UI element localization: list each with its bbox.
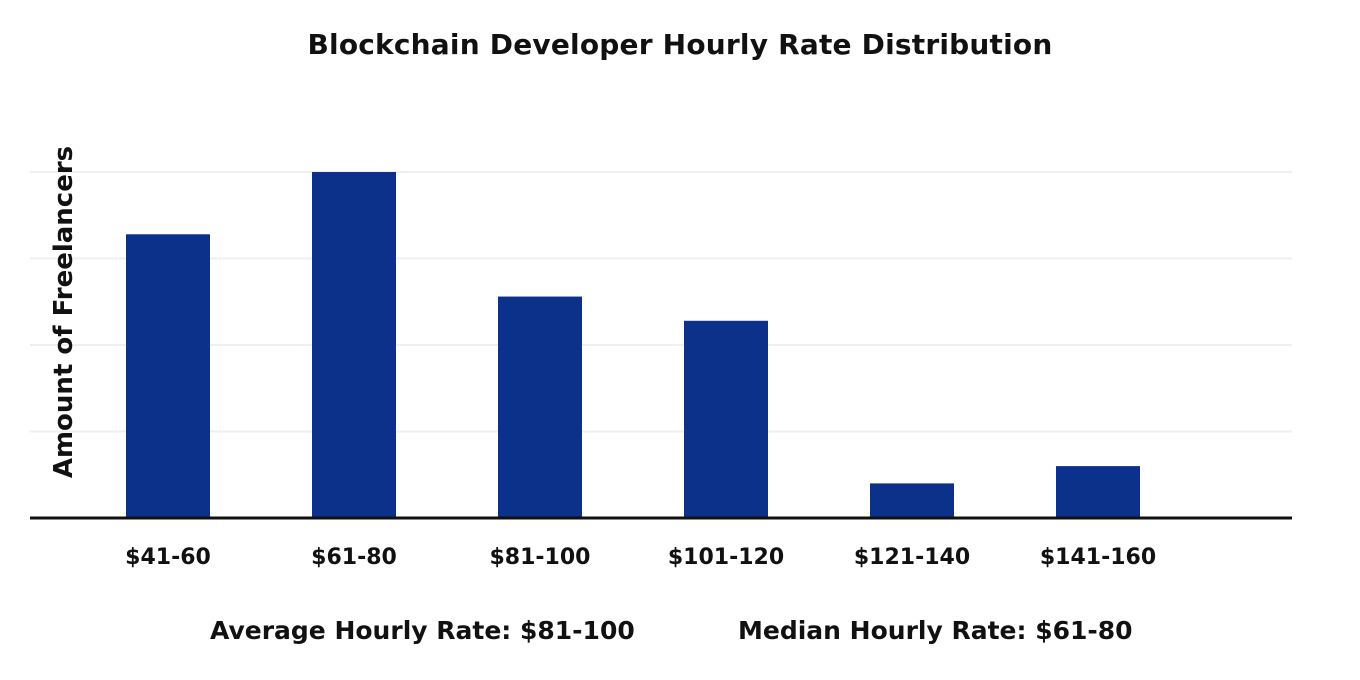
gridlines <box>30 171 1292 433</box>
bar-5 <box>870 483 954 518</box>
x-tick-label: $121-140 <box>854 545 970 570</box>
bar-6 <box>1056 466 1140 518</box>
bar-2 <box>312 172 396 518</box>
average-rate-label: Average Hourly Rate: $81-100 <box>210 616 635 645</box>
x-tick-label: $101-120 <box>668 545 784 570</box>
x-tick-label: $141-160 <box>1040 545 1156 570</box>
x-tick-label: $61-80 <box>311 545 397 570</box>
x-tick-labels: $41-60 $61-80 $81-100 $101-120 $121-140 $141-… <box>125 545 1156 570</box>
bar-3 <box>498 296 582 518</box>
y-axis-label: Amount of Freelancers <box>49 146 79 478</box>
x-tick-label: $81-100 <box>490 545 591 570</box>
x-tick-label: $41-60 <box>125 545 211 570</box>
chart-title: Blockchain Developer Hourly Rate Distrib… <box>307 28 1053 61</box>
bars <box>126 172 1140 518</box>
bar-1 <box>126 234 210 518</box>
bar-4 <box>684 320 768 518</box>
median-rate-label: Median Hourly Rate: $61-80 <box>738 616 1133 645</box>
